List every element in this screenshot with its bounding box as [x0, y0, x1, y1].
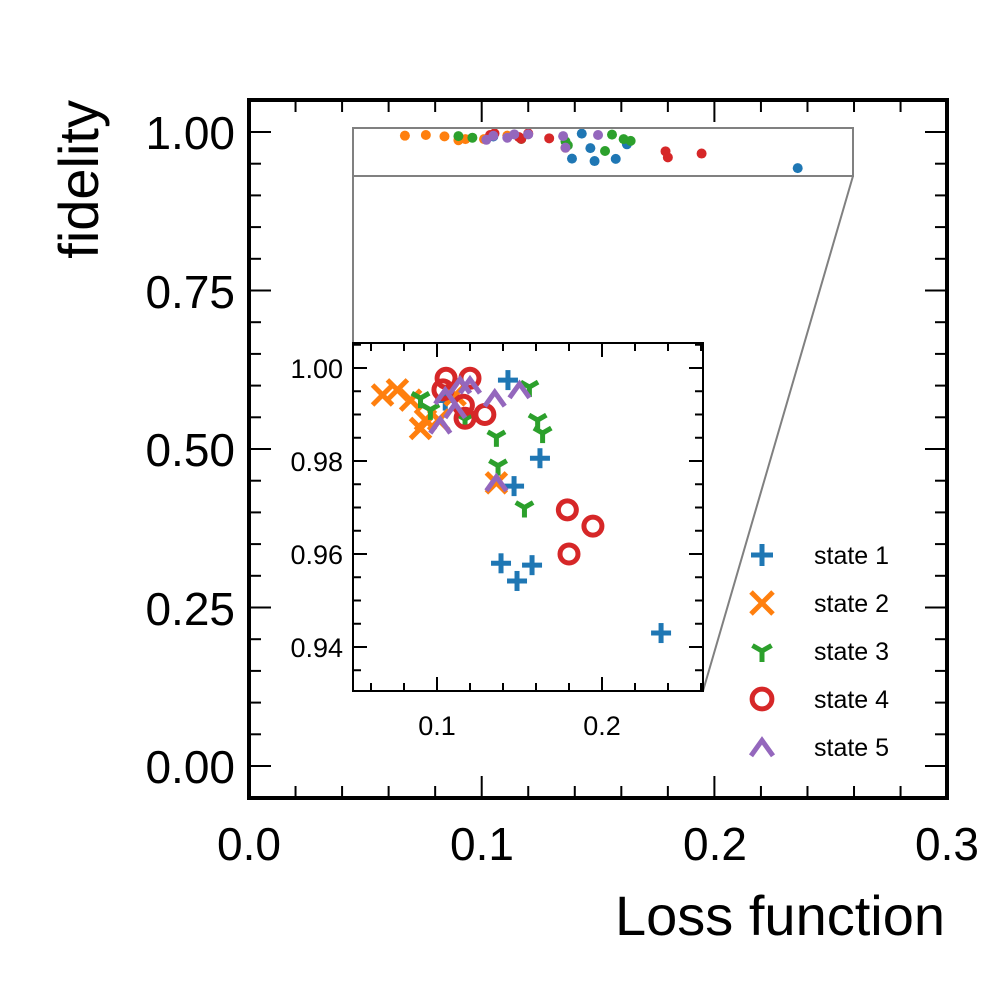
inset-data-point-state-1	[507, 570, 528, 591]
main-data-point-state-2	[399, 130, 410, 141]
inset-data-point-state-1	[491, 553, 512, 574]
main-data-point-state-3	[453, 131, 464, 142]
inset-data-point-state-5	[482, 387, 507, 408]
inset-y-tick-label: 1.00	[290, 354, 343, 384]
main-data-point-state-5	[488, 130, 499, 141]
legend-label: state 4	[814, 686, 889, 714]
inset-x-tick-label: 0.2	[583, 711, 621, 741]
inset-data-point-state-4	[557, 542, 581, 566]
inset-axis-ticks	[353, 343, 703, 691]
main-data-point-state-1	[610, 153, 621, 164]
x-tick-label: 0.2	[683, 818, 747, 870]
main-axes-frame	[247, 98, 949, 800]
inset-data-point-state-1	[504, 476, 525, 497]
inset-data-point-state-1	[522, 555, 543, 576]
main-data-point-state-1	[566, 153, 577, 164]
inset-axes-frame	[352, 342, 704, 692]
y-tick-label: 0.25	[145, 583, 235, 635]
main-data-point-state-2	[420, 129, 431, 140]
legend-marker-state-3	[751, 643, 773, 662]
inset-data-point-state-4	[555, 498, 579, 522]
legend-marker-state-5	[748, 736, 776, 758]
inset-data-point-state-3	[514, 500, 535, 518]
inset-data-point-state-3	[488, 458, 508, 476]
inset-x-tick-label: 0.1	[418, 711, 456, 741]
legend: state 1 state 2 state 3 state 4 state 5	[748, 542, 889, 762]
y-tick-label: 0.00	[145, 741, 235, 793]
main-data-point-state-5	[558, 131, 569, 142]
inset-data-point-state-1	[497, 370, 518, 391]
main-data-point-state-1	[576, 128, 587, 139]
inset-data-point-state-3	[420, 402, 441, 420]
legend-label: state 3	[814, 638, 889, 666]
main-data-point-state-1	[585, 143, 596, 154]
inset-data-point-state-5	[433, 385, 458, 406]
legend-label: state 1	[814, 542, 889, 570]
main-data-point-state-5	[523, 129, 534, 140]
legend-marker-state-2	[749, 590, 775, 616]
main-data-point-state-2	[439, 131, 450, 142]
main-data-point-state-1	[792, 163, 803, 174]
x-axis-label: Loss function	[615, 884, 945, 947]
legend-label: state 5	[814, 734, 889, 762]
y-tick-label: 0.75	[145, 266, 235, 318]
y-tick-label: 1.00	[145, 107, 235, 159]
legend-marker-state-1	[751, 544, 773, 566]
inset-data-point-state-5	[428, 414, 453, 435]
inset-plot-points	[370, 366, 672, 644]
inset-data-point-state-5	[484, 472, 509, 493]
x-tick-label: 0.3	[915, 818, 979, 870]
main-data-point-state-4	[696, 148, 707, 159]
main-plot-points	[399, 128, 803, 174]
inset-data-point-state-3	[532, 425, 553, 444]
inset-data-point-state-1	[651, 623, 672, 644]
inset-data-point-state-3	[410, 391, 431, 409]
inset-data-point-state-2	[408, 416, 433, 441]
y-tick-label: 0.50	[145, 424, 235, 476]
inset-y-tick-label: 0.98	[290, 447, 343, 477]
main-data-point-state-5	[509, 129, 520, 140]
inset-data-point-state-5	[448, 374, 473, 395]
inset-data-point-state-4	[453, 406, 477, 430]
main-data-point-state-4	[662, 152, 673, 163]
inset-data-point-state-2	[398, 388, 423, 412]
main-data-point-state-4	[544, 133, 555, 144]
main-data-point-state-3	[625, 135, 636, 146]
x-tick-label: 0.0	[217, 818, 281, 870]
main-data-point-state-1	[589, 156, 600, 167]
legend-label: state 2	[814, 590, 889, 618]
inset-data-point-state-3	[486, 429, 507, 447]
main-data-point-state-5	[593, 129, 604, 140]
main-data-point-state-3	[607, 129, 618, 140]
legend-marker-state-4	[749, 686, 775, 712]
inset-data-point-state-5	[507, 379, 532, 400]
inset-y-tick-label: 0.96	[290, 540, 343, 570]
zoom-region-box	[352, 127, 854, 177]
main-data-point-state-5	[560, 142, 571, 153]
inset-data-point-state-5	[457, 374, 483, 395]
zoom-connector-right	[702, 175, 854, 692]
main-data-point-state-3	[600, 146, 611, 157]
inset-y-tick-label: 0.94	[290, 633, 343, 663]
inset-data-point-state-1	[529, 448, 550, 469]
main-data-point-state-3	[467, 132, 478, 143]
inset-data-point-state-4	[581, 514, 605, 538]
inset-data-point-state-2	[370, 383, 395, 407]
y-axis-label: fidelity	[47, 100, 110, 259]
x-tick-label: 0.1	[450, 818, 514, 870]
